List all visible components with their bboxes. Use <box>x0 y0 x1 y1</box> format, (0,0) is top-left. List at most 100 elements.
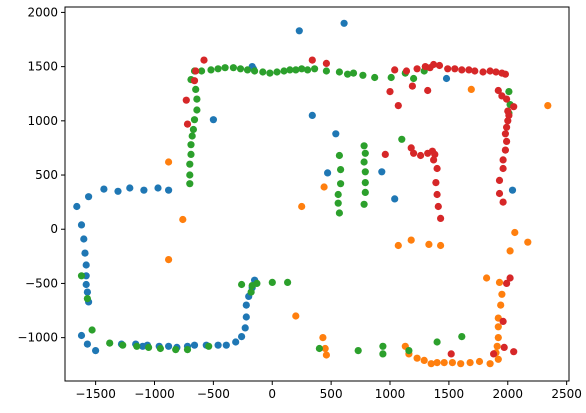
data-point-s3-15 <box>451 65 459 73</box>
data-point-s3-55 <box>510 103 518 111</box>
data-point-s2-64 <box>156 344 164 353</box>
data-point-s1-20 <box>497 301 505 309</box>
data-point-s2-63 <box>145 343 153 351</box>
data-point-s0-6 <box>82 280 90 289</box>
data-point-s3-61 <box>490 350 498 358</box>
data-point-s2-59 <box>88 326 96 334</box>
data-point-s3-26 <box>386 88 394 96</box>
data-point-s1-30 <box>457 360 465 368</box>
data-point-s2-49 <box>337 180 345 188</box>
data-point-s2-58 <box>83 295 91 303</box>
data-point-s2-75 <box>354 347 362 355</box>
axes-frame <box>64 6 570 382</box>
data-point-s3-17 <box>465 66 473 74</box>
data-point-s3-63 <box>505 111 513 119</box>
data-point-s3-53 <box>495 189 504 198</box>
y-tick-label: 500 <box>35 168 58 182</box>
data-point-s2-23 <box>273 68 281 76</box>
data-point-s3-7 <box>391 66 399 74</box>
data-point-s2-28 <box>304 66 312 74</box>
data-point-s3-18 <box>471 67 479 75</box>
data-point-s2-13 <box>198 67 206 75</box>
data-point-s2-44 <box>361 179 369 187</box>
data-point-s2-65 <box>172 346 180 354</box>
data-point-s1-39 <box>322 351 330 359</box>
data-point-s3-54 <box>499 198 507 206</box>
data-point-s2-34 <box>359 71 367 79</box>
data-point-s2-50 <box>334 190 342 199</box>
data-point-s2-80 <box>458 333 466 341</box>
data-point-s2-9 <box>187 150 195 158</box>
data-point-s2-2 <box>192 85 200 93</box>
data-point-s0-47 <box>391 195 399 203</box>
data-point-s1-15 <box>524 238 532 246</box>
data-point-s1-35 <box>420 356 428 364</box>
data-point-s2-43 <box>361 168 369 176</box>
data-point-s2-18 <box>236 65 245 73</box>
data-point-s0-45 <box>324 169 332 177</box>
x-axis-ticks: −1500 −1000 −500 0 500 1000 1500 2000 2500 <box>75 381 582 401</box>
data-point-s1-18 <box>495 278 504 286</box>
x-tick-label: −1000 <box>134 387 175 401</box>
data-point-s0-9 <box>77 331 86 340</box>
data-point-s3-49 <box>501 146 509 154</box>
x-tick-label: 0 <box>268 387 276 401</box>
x-tick-label: 2000 <box>492 387 523 401</box>
data-point-s0-30 <box>232 338 240 346</box>
data-point-s3-28 <box>407 144 415 152</box>
data-point-s0-38 <box>209 116 217 124</box>
data-point-s1-3 <box>298 202 306 211</box>
data-point-s0-15 <box>126 184 134 192</box>
data-point-s2-14 <box>207 66 215 74</box>
data-point-s2-78 <box>405 347 413 355</box>
data-point-s3-14 <box>444 65 452 73</box>
data-point-s3-46 <box>503 123 511 131</box>
data-point-s2-42 <box>360 158 368 166</box>
data-point-s2-48 <box>337 166 345 174</box>
data-point-s0-31 <box>238 333 246 341</box>
data-point-s2-8 <box>187 141 195 149</box>
data-point-s2-52 <box>335 209 343 217</box>
data-point-s3-39 <box>437 214 445 222</box>
data-point-s0-14 <box>114 187 122 195</box>
y-tick-label: 1000 <box>27 114 58 128</box>
data-point-s3-9 <box>413 65 421 73</box>
data-point-s3-50 <box>499 156 507 164</box>
data-point-s2-45 <box>361 188 369 196</box>
data-point-s3-8 <box>402 67 411 75</box>
data-point-s0-28 <box>214 341 222 349</box>
data-point-s2-35 <box>371 73 379 82</box>
data-point-s3-6 <box>322 59 330 67</box>
data-point-s2-68 <box>238 280 246 289</box>
y-tick-label: −1000 <box>17 331 58 345</box>
data-point-s0-17 <box>154 184 162 192</box>
data-point-s1-4 <box>320 183 328 191</box>
data-point-s2-19 <box>243 66 252 74</box>
data-point-s0-0 <box>73 202 81 211</box>
data-point-s0-12 <box>85 193 93 201</box>
data-point-s2-46 <box>360 200 368 208</box>
y-axis-ticks: −1000 −500 0 500 1000 1500 2000 <box>17 5 65 345</box>
data-point-s1-23 <box>494 334 502 342</box>
data-point-s0-2 <box>80 235 88 243</box>
data-point-s3-25 <box>424 86 432 95</box>
data-point-s3-27 <box>394 102 402 110</box>
data-point-s3-58 <box>499 317 507 325</box>
data-point-s2-30 <box>322 67 330 75</box>
y-tick-label: −500 <box>25 276 58 290</box>
data-point-s3-48 <box>503 137 511 145</box>
data-point-s1-34 <box>427 360 435 368</box>
data-point-s2-73 <box>284 278 292 286</box>
data-point-s3-16 <box>458 66 466 74</box>
data-point-s2-3 <box>193 95 201 103</box>
data-point-s0-16 <box>140 186 148 194</box>
data-point-s2-25 <box>286 66 294 74</box>
data-point-s0-4 <box>82 261 90 269</box>
data-point-s3-23 <box>501 70 509 78</box>
data-point-s2-33 <box>349 69 358 77</box>
data-point-s3-41 <box>494 86 502 95</box>
data-point-s2-4 <box>193 106 201 114</box>
data-point-s3-13 <box>435 61 444 70</box>
data-point-s0-26 <box>190 341 199 349</box>
data-point-s1-22 <box>494 323 502 331</box>
